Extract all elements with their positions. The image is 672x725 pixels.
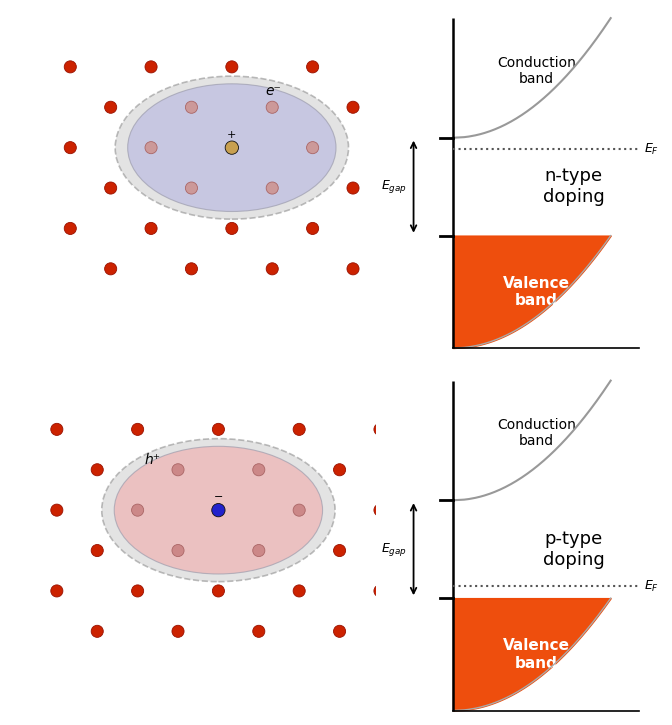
Circle shape bbox=[225, 141, 239, 154]
Text: h⁺: h⁺ bbox=[144, 453, 161, 468]
Circle shape bbox=[347, 262, 359, 275]
Circle shape bbox=[266, 20, 278, 33]
Circle shape bbox=[374, 504, 386, 516]
Circle shape bbox=[293, 504, 305, 516]
Circle shape bbox=[65, 61, 77, 73]
Text: p-type
doping: p-type doping bbox=[542, 530, 604, 568]
Circle shape bbox=[105, 262, 117, 275]
Circle shape bbox=[347, 182, 359, 194]
Circle shape bbox=[306, 141, 319, 154]
Circle shape bbox=[387, 141, 399, 154]
Circle shape bbox=[185, 182, 198, 194]
Circle shape bbox=[333, 464, 345, 476]
Circle shape bbox=[91, 625, 103, 637]
Circle shape bbox=[253, 625, 265, 637]
Circle shape bbox=[333, 383, 345, 395]
Text: $E_{gap}$: $E_{gap}$ bbox=[381, 178, 407, 195]
Circle shape bbox=[145, 61, 157, 73]
Text: +: + bbox=[227, 130, 237, 140]
Text: $E_F$: $E_F$ bbox=[644, 142, 659, 157]
Circle shape bbox=[333, 625, 345, 637]
Ellipse shape bbox=[101, 439, 335, 581]
Text: n-type
doping: n-type doping bbox=[542, 167, 604, 206]
Ellipse shape bbox=[114, 447, 323, 574]
Text: Conduction
band: Conduction band bbox=[497, 56, 576, 86]
Circle shape bbox=[347, 20, 359, 33]
Circle shape bbox=[132, 423, 144, 436]
Circle shape bbox=[91, 464, 103, 476]
Circle shape bbox=[266, 102, 278, 113]
Circle shape bbox=[212, 585, 224, 597]
Circle shape bbox=[91, 544, 103, 557]
Text: −: − bbox=[214, 492, 223, 502]
Circle shape bbox=[293, 423, 305, 436]
Text: Valence
band: Valence band bbox=[503, 638, 570, 671]
Circle shape bbox=[185, 102, 198, 113]
Circle shape bbox=[105, 102, 117, 113]
Circle shape bbox=[387, 223, 399, 234]
Circle shape bbox=[51, 585, 63, 597]
Circle shape bbox=[185, 262, 198, 275]
Circle shape bbox=[65, 223, 77, 234]
Circle shape bbox=[172, 544, 184, 557]
Circle shape bbox=[306, 223, 319, 234]
Text: Conduction
band: Conduction band bbox=[497, 418, 576, 448]
Circle shape bbox=[172, 464, 184, 476]
Circle shape bbox=[253, 383, 265, 395]
Circle shape bbox=[65, 141, 77, 154]
Circle shape bbox=[266, 262, 278, 275]
Circle shape bbox=[253, 544, 265, 557]
Circle shape bbox=[105, 20, 117, 33]
Circle shape bbox=[105, 182, 117, 194]
Circle shape bbox=[306, 61, 319, 73]
Circle shape bbox=[226, 61, 238, 73]
Circle shape bbox=[172, 625, 184, 637]
Circle shape bbox=[132, 585, 144, 597]
Text: e⁻: e⁻ bbox=[265, 85, 282, 99]
Circle shape bbox=[226, 223, 238, 234]
Circle shape bbox=[293, 585, 305, 597]
Circle shape bbox=[132, 504, 144, 516]
Circle shape bbox=[374, 585, 386, 597]
Circle shape bbox=[185, 20, 198, 33]
Text: Valence
band: Valence band bbox=[503, 276, 570, 308]
Circle shape bbox=[387, 61, 399, 73]
Circle shape bbox=[145, 223, 157, 234]
Circle shape bbox=[333, 544, 345, 557]
Circle shape bbox=[253, 464, 265, 476]
Circle shape bbox=[51, 423, 63, 436]
Text: $E_F$: $E_F$ bbox=[644, 579, 659, 594]
Circle shape bbox=[374, 423, 386, 436]
Ellipse shape bbox=[115, 76, 349, 219]
Circle shape bbox=[172, 383, 184, 395]
Text: $E_{gap}$: $E_{gap}$ bbox=[381, 541, 407, 558]
Ellipse shape bbox=[128, 84, 336, 212]
Circle shape bbox=[212, 503, 225, 517]
Circle shape bbox=[145, 141, 157, 154]
Circle shape bbox=[91, 383, 103, 395]
Circle shape bbox=[266, 182, 278, 194]
Circle shape bbox=[347, 102, 359, 113]
Circle shape bbox=[212, 423, 224, 436]
Circle shape bbox=[51, 504, 63, 516]
